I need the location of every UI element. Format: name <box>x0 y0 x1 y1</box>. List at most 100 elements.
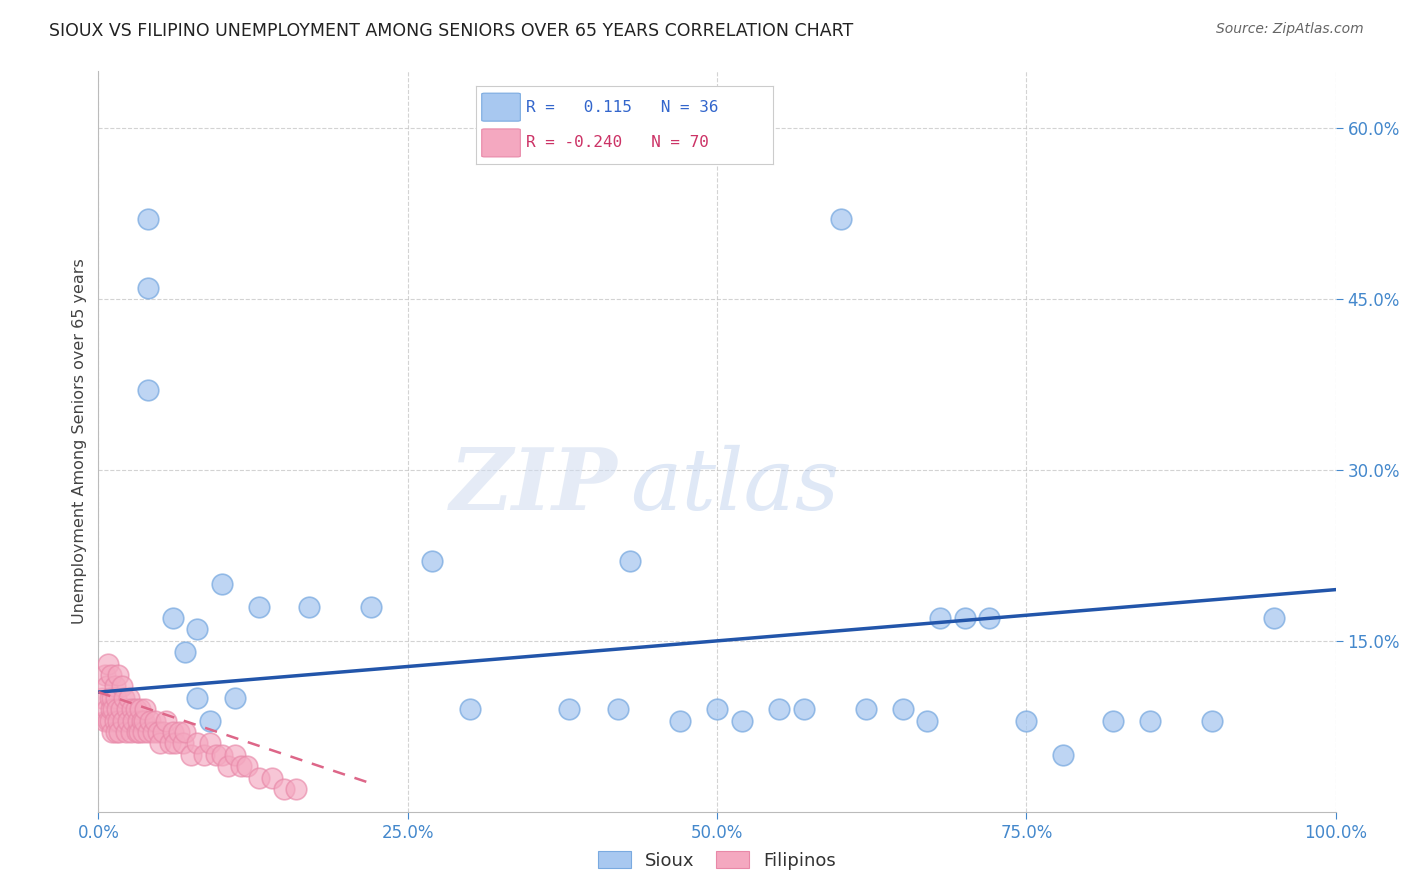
Point <box>93 668 115 682</box>
Point <box>159 736 181 750</box>
Point <box>100 702 122 716</box>
Point <box>121 702 143 716</box>
Point <box>110 702 132 716</box>
Point <box>136 384 159 398</box>
Point <box>101 690 124 705</box>
Point <box>229 759 252 773</box>
Point <box>186 736 208 750</box>
Point <box>122 714 145 728</box>
Point <box>193 747 215 762</box>
Point <box>224 690 246 705</box>
Text: Source: ZipAtlas.com: Source: ZipAtlas.com <box>1216 22 1364 37</box>
Point <box>125 725 148 739</box>
Point <box>198 736 221 750</box>
Point <box>706 702 728 716</box>
Point <box>174 645 197 659</box>
Point <box>103 702 125 716</box>
Point <box>928 611 950 625</box>
Point <box>165 736 187 750</box>
Point <box>98 690 121 705</box>
Point <box>1139 714 1161 728</box>
Point <box>768 702 790 716</box>
Y-axis label: Unemployment Among Seniors over 65 years: Unemployment Among Seniors over 65 years <box>72 259 87 624</box>
Point <box>112 714 135 728</box>
Point <box>180 747 202 762</box>
Point <box>669 714 692 728</box>
Point <box>142 725 165 739</box>
Point <box>273 781 295 796</box>
Point <box>107 714 129 728</box>
Point <box>112 690 135 705</box>
Point <box>91 690 114 705</box>
Point <box>260 771 283 785</box>
Point <box>891 702 914 716</box>
Point <box>97 657 120 671</box>
Point <box>167 725 190 739</box>
Point <box>139 714 162 728</box>
Point <box>146 725 169 739</box>
Point <box>211 747 233 762</box>
Point <box>134 714 156 728</box>
Point <box>101 725 124 739</box>
Point <box>236 759 259 773</box>
Point <box>979 611 1001 625</box>
Point <box>1015 714 1038 728</box>
Point <box>953 611 976 625</box>
Point <box>96 702 118 716</box>
Point <box>607 702 630 716</box>
Point <box>855 702 877 716</box>
Point <box>134 702 156 716</box>
Point <box>118 690 141 705</box>
Point <box>285 781 308 796</box>
Point <box>731 714 754 728</box>
Point <box>247 771 270 785</box>
Point <box>96 680 118 694</box>
Point <box>114 725 136 739</box>
Point <box>128 725 150 739</box>
Point <box>155 714 177 728</box>
Text: SIOUX VS FILIPINO UNEMPLOYMENT AMONG SENIORS OVER 65 YEARS CORRELATION CHART: SIOUX VS FILIPINO UNEMPLOYMENT AMONG SEN… <box>49 22 853 40</box>
Point <box>557 702 579 716</box>
Point <box>111 680 134 694</box>
Point <box>172 736 194 750</box>
Point <box>1263 611 1285 625</box>
Point <box>136 725 159 739</box>
Point <box>224 747 246 762</box>
Point <box>104 690 127 705</box>
Point <box>117 714 139 728</box>
Point <box>149 736 172 750</box>
Text: ZIP: ZIP <box>450 444 619 528</box>
Point <box>1201 714 1223 728</box>
Point <box>103 680 125 694</box>
Point <box>162 725 184 739</box>
Point <box>107 668 129 682</box>
Point <box>186 690 208 705</box>
Point <box>131 714 153 728</box>
Point <box>205 747 228 762</box>
Point <box>136 212 159 227</box>
Point <box>136 281 159 295</box>
Point <box>143 714 166 728</box>
Point <box>105 702 128 716</box>
Point <box>115 702 138 716</box>
Point <box>1052 747 1074 762</box>
Point <box>211 577 233 591</box>
Point <box>793 702 815 716</box>
Legend: Sioux, Filipinos: Sioux, Filipinos <box>591 844 844 877</box>
Point <box>108 725 131 739</box>
Point <box>422 554 444 568</box>
Text: atlas: atlas <box>630 444 839 527</box>
Point <box>93 714 115 728</box>
Point <box>1102 714 1125 728</box>
Point <box>198 714 221 728</box>
Point <box>458 702 481 716</box>
Point <box>97 714 120 728</box>
Point <box>162 611 184 625</box>
Point <box>152 725 174 739</box>
Point <box>247 599 270 614</box>
Point <box>217 759 239 773</box>
Point <box>120 725 142 739</box>
Point <box>174 725 197 739</box>
Point <box>127 714 149 728</box>
Point <box>917 714 939 728</box>
